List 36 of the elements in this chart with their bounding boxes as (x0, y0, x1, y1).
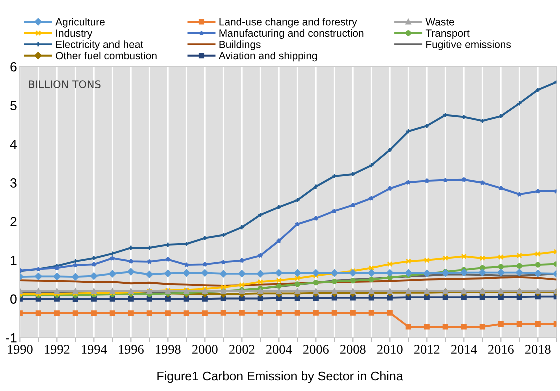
x-tick-label: 1998 (156, 345, 181, 354)
x-tick-label: 2000 (192, 345, 218, 354)
legend-label: Waste (426, 18, 454, 26)
y-tick-label: 5 (10, 101, 17, 110)
legend-label: Fugitive emissions (426, 40, 512, 50)
y-axis-title: BILLION TONS (29, 80, 101, 88)
y-tick-label: 1 (11, 256, 17, 266)
y-tick-label: 4 (10, 140, 17, 150)
legend-label: Transport (426, 30, 470, 40)
legend-label: Land-use change and forestry (220, 18, 358, 28)
x-tick-label: 2018 (526, 345, 551, 354)
legend-label: Buildings (220, 40, 261, 50)
legend-label: Manufacturing and construction (220, 29, 364, 40)
legend-label: Aviation and shipping (218, 52, 318, 62)
x-tick-label: 1996 (119, 345, 144, 354)
y-tick-label: 0 (10, 294, 17, 304)
x-tick-label: 2002 (230, 345, 255, 354)
y-tick-label: -1 (6, 334, 17, 343)
y-tick-label: 3 (10, 178, 17, 188)
x-tick-label: 1990 (8, 345, 33, 354)
x-tick-label: 2006 (304, 345, 329, 354)
x-tick-label: 1994 (82, 345, 108, 354)
legend-label: Industry (56, 29, 93, 40)
legend-label: Agriculture (56, 18, 105, 28)
x-tick-label: 2010 (378, 345, 403, 354)
x-tick-label: 2004 (266, 345, 292, 354)
x-tick-label: 2016 (488, 345, 514, 354)
x-tick-label: 2014 (452, 345, 478, 354)
legend-label: Electricity and heat (56, 40, 144, 50)
x-tick-label: 1992 (45, 345, 70, 354)
x-tick-label: 2012 (414, 345, 440, 354)
x-tick-label: 2008 (340, 345, 366, 354)
caption: Figure1 Carbon Emission by Sector in China (158, 371, 404, 384)
y-tick-label: 2 (10, 217, 17, 226)
legend-label: Other fuel combustion (56, 52, 157, 60)
y-tick-label: 6 (10, 62, 17, 72)
